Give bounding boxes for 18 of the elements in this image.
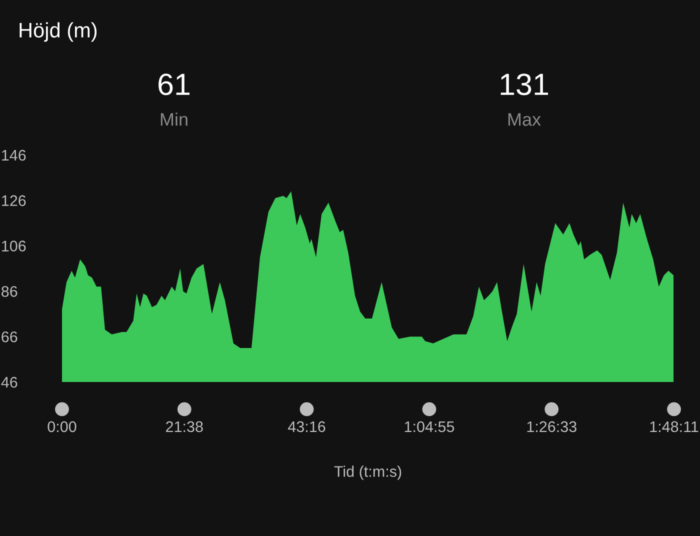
- x-tick-label: 1:48:11: [650, 421, 698, 432]
- y-tick-label: 126: [2, 195, 26, 206]
- chart-title: Höjd (m): [20, 22, 97, 42]
- x-tick-label: 1:04:55: [404, 421, 454, 432]
- x-axis-title: Tid (t:m:s): [334, 466, 402, 480]
- y-tick-label: 86: [2, 286, 18, 297]
- y-tick-label: 46: [1, 376, 18, 388]
- x-tick-label: 43:16: [288, 421, 326, 432]
- text: 61: [158, 74, 190, 96]
- text: Max: [508, 113, 541, 126]
- text: Min: [160, 112, 188, 126]
- x-tick-label: 21:38: [166, 421, 203, 432]
- y-tick-label: 146: [2, 150, 26, 161]
- y-tick-label: 66: [2, 331, 18, 342]
- x-tick-label: 1:26:33: [527, 421, 576, 432]
- text: 131: [500, 74, 548, 96]
- x-tick-label: 0:00: [48, 421, 76, 432]
- y-tick-label: 106: [2, 240, 26, 252]
